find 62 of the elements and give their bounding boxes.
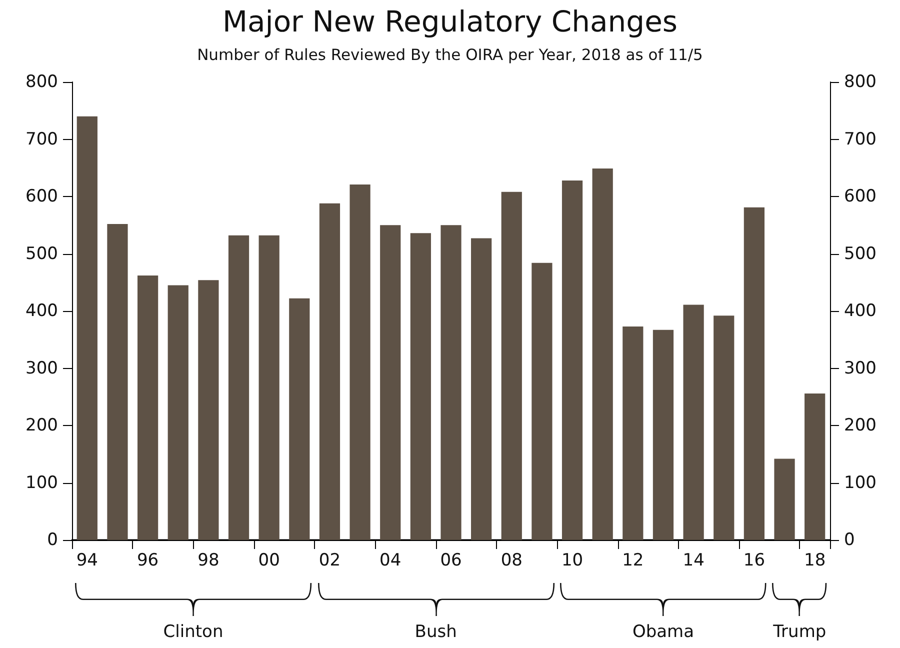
chart-subtitle: Number of Rules Reviewed By the OIRA per Year, 2018 as of 11/5 — [197, 46, 703, 64]
y-tick-label: 800 — [26, 72, 58, 92]
x-tick-label: 96 — [136, 550, 159, 570]
bar — [137, 276, 158, 540]
bar — [319, 203, 340, 540]
text: Bush — [414, 622, 457, 642]
bar — [562, 180, 583, 540]
bar — [532, 262, 552, 540]
y-tick-label: 400 — [26, 301, 58, 321]
x-tick-label: 16 — [743, 550, 766, 570]
bar — [652, 330, 674, 540]
bar — [804, 393, 826, 540]
y2-tick-label: 200 — [844, 416, 876, 436]
y2-tick-label: 600 — [844, 186, 876, 206]
y-tick-label: 100 — [26, 472, 58, 493]
y-tick-label: 700 — [26, 129, 58, 150]
x-tick-label: 02 — [318, 550, 341, 570]
bar — [350, 184, 370, 540]
y-tick-label: 600 — [26, 186, 58, 206]
text: Trump — [773, 622, 826, 642]
bar — [228, 235, 250, 540]
bar — [501, 192, 522, 540]
x-tick-label: 12 — [622, 550, 644, 570]
bar — [774, 458, 795, 540]
x-tick-label: 08 — [500, 550, 522, 570]
y2-tick-label: 700 — [844, 129, 876, 150]
bar — [410, 233, 431, 540]
y2-tick-label: 500 — [844, 244, 876, 264]
x-tick-label: 18 — [804, 550, 826, 570]
bar — [683, 304, 704, 540]
x-tick-label: 98 — [198, 550, 220, 570]
bar — [380, 225, 401, 540]
bar — [168, 285, 188, 540]
bar — [198, 280, 219, 540]
bar — [714, 316, 734, 540]
bar — [440, 225, 462, 540]
x-tick-label: 10 — [561, 550, 584, 570]
bar — [258, 235, 280, 540]
y2-tick-label: 800 — [844, 72, 876, 92]
text: Clinton — [163, 622, 224, 642]
y2-tick-label: 100 — [844, 472, 876, 493]
bar — [289, 298, 310, 540]
y2-tick-label: 0 — [844, 530, 855, 550]
y-tick-label: 200 — [26, 416, 58, 436]
bar — [107, 224, 128, 540]
y2-tick-label: 400 — [844, 301, 876, 321]
text: Obama — [632, 622, 694, 642]
bar — [76, 116, 98, 540]
x-tick-label: 04 — [380, 550, 402, 570]
bar — [622, 326, 644, 540]
x-tick-label: 94 — [76, 550, 98, 570]
bar — [592, 168, 613, 540]
chart-title: Major New Regulatory Changes — [222, 4, 678, 38]
y-tick-label: 0 — [47, 530, 58, 550]
x-tick-label: 06 — [440, 550, 462, 570]
bar — [471, 238, 492, 540]
bar — [744, 207, 765, 540]
x-tick-label: 00 — [258, 550, 280, 570]
y2-tick-label: 300 — [844, 358, 876, 378]
x-tick-label: 14 — [682, 550, 704, 570]
y-tick-label: 500 — [26, 244, 58, 264]
y-tick-label: 300 — [26, 358, 58, 378]
